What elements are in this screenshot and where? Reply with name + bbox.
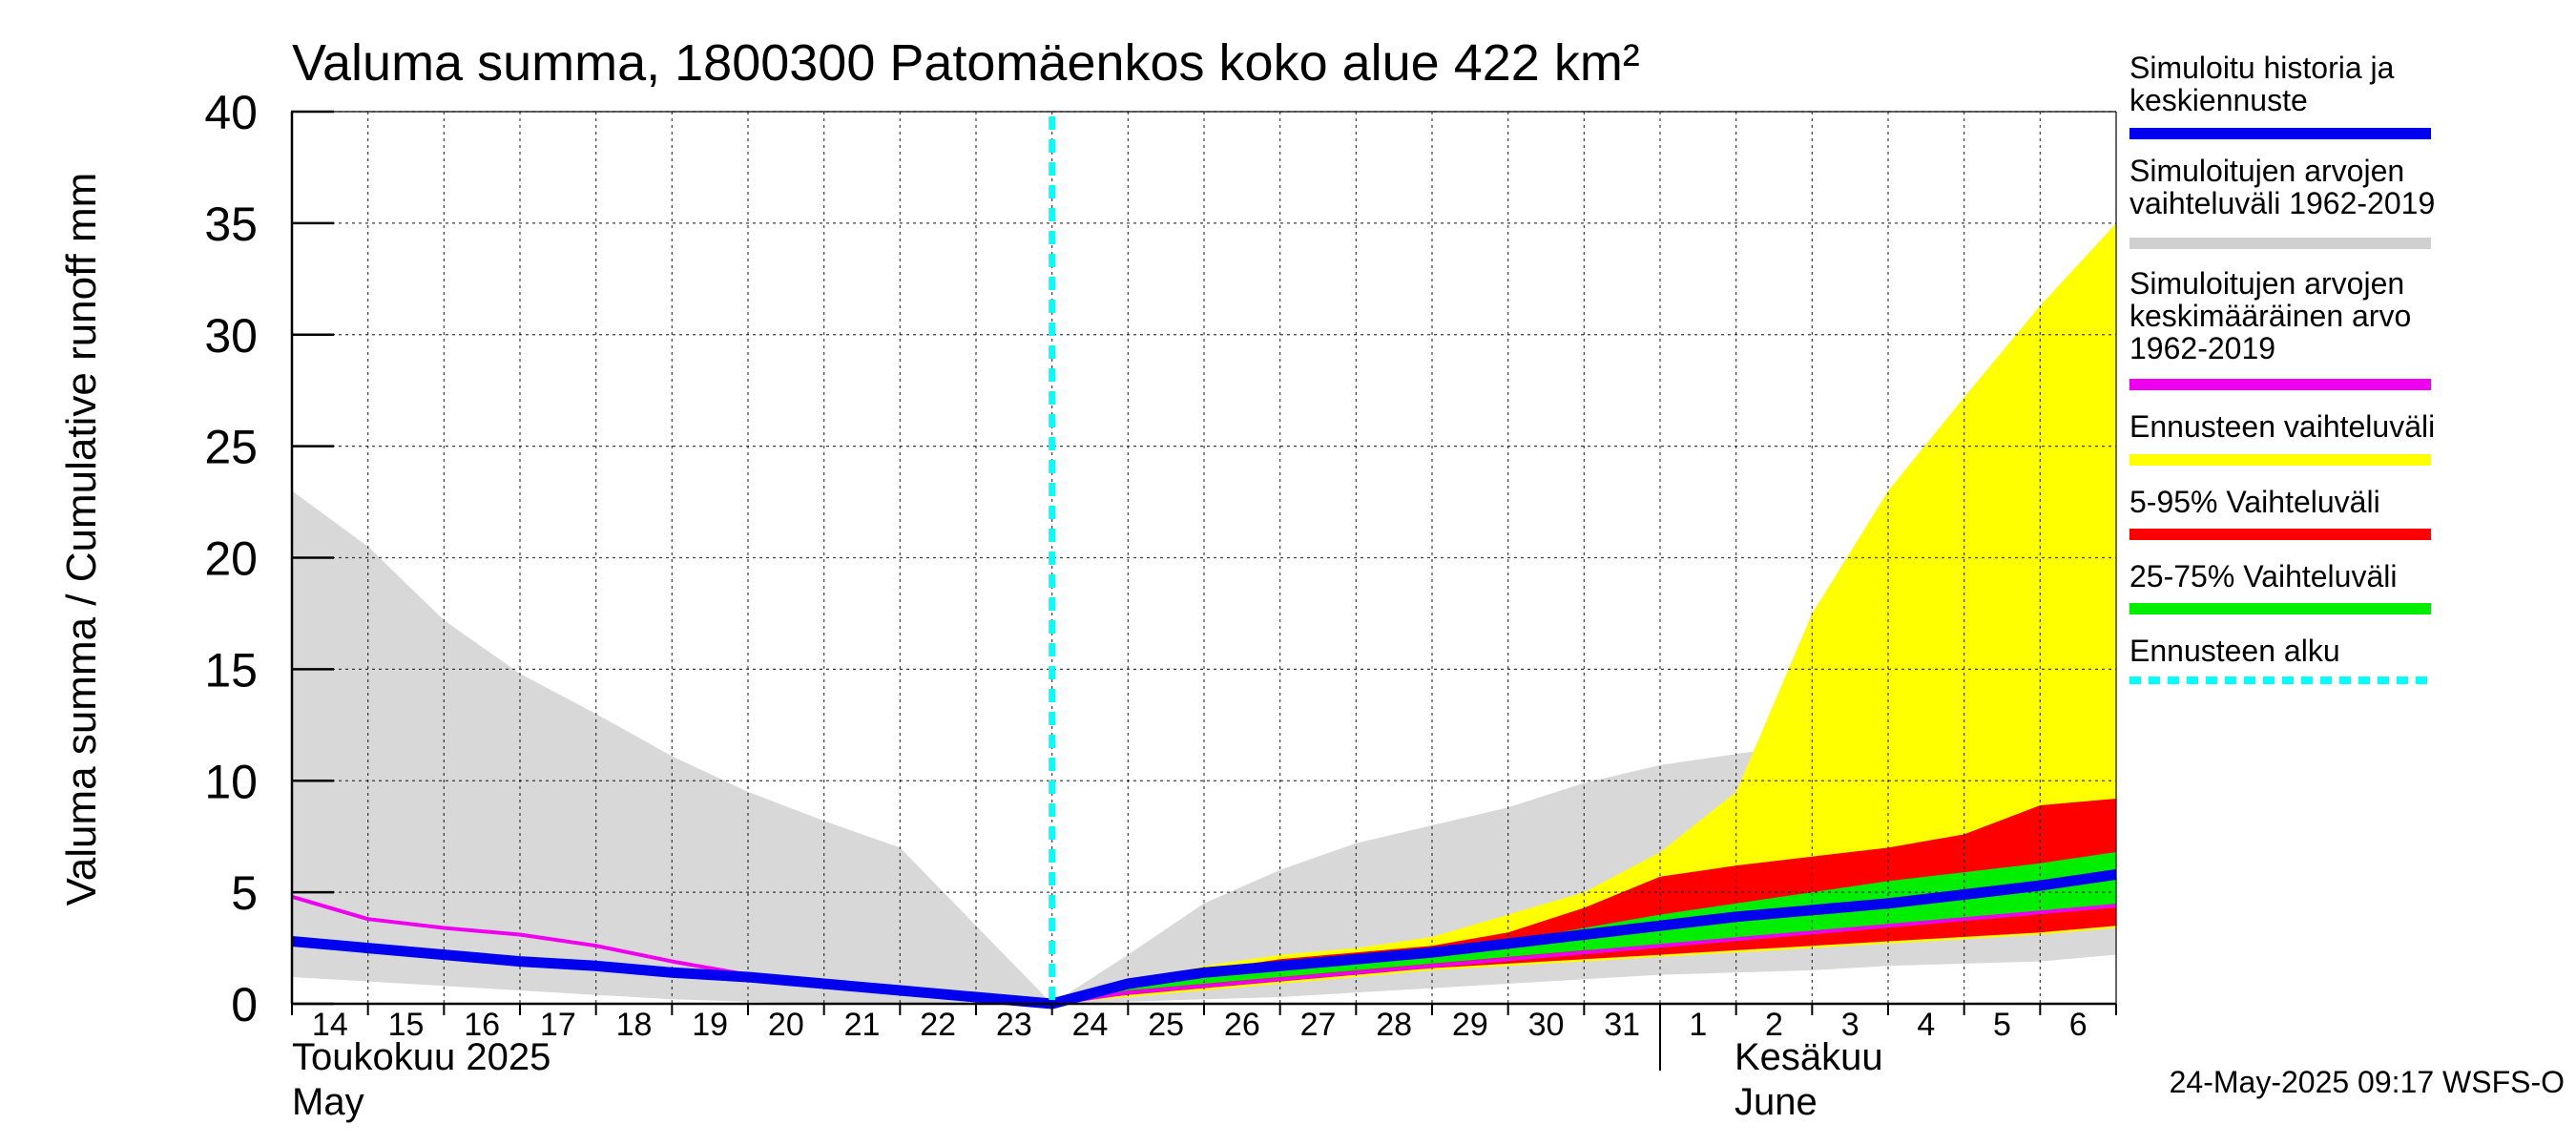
x-tick-label: 27	[1300, 1007, 1337, 1043]
x-tick-label: 18	[616, 1007, 653, 1043]
month-label-may-en: May	[292, 1081, 364, 1123]
chart-title: Valuma summa, 1800300 Patomäenkos koko a…	[292, 34, 1640, 92]
y-tick-label: 5	[231, 866, 258, 920]
band-ffff00	[1051, 222, 2116, 1004]
legend-label: keskimääräinen arvo	[2129, 299, 2411, 333]
x-tick-labels: 14 15 16 17 18 19 20 21 22 23 24 25 26 27 28 29 30 31 1 2 3 4…	[312, 1007, 2088, 1043]
x-tick-label: 20	[768, 1007, 804, 1043]
x-tick-label: 14	[312, 1007, 348, 1043]
x-tick-label: 26	[1224, 1007, 1260, 1043]
legend-label: vaihteluväli 1962-2019	[2129, 186, 2435, 220]
x-tick-label: 1	[1689, 1007, 1707, 1043]
x-tick-label: 29	[1452, 1007, 1488, 1043]
y-tick-label: 20	[204, 532, 258, 586]
x-tick-label: 30	[1528, 1007, 1565, 1043]
y-tick-label: 10	[204, 755, 258, 808]
legend-label: Ennusteen alku	[2129, 634, 2340, 668]
legend-label: Simuloitujen arvojen	[2129, 266, 2404, 301]
legend-label: Ennusteen vaihteluväli	[2129, 409, 2435, 444]
series-line-main-forecast	[291, 868, 2117, 1010]
x-tick-label: 4	[1917, 1007, 1935, 1043]
legend-label: Simuloitu historia ja	[2129, 51, 2395, 85]
x-tick-label: 15	[388, 1007, 425, 1043]
x-tick-label: 21	[844, 1007, 881, 1043]
legend-label: 5-95% Vaihteluväli	[2129, 485, 2380, 519]
x-tick-label: 24	[1072, 1007, 1109, 1043]
legend-label: 25-75% Vaihteluväli	[2129, 559, 2397, 593]
y-tick-label: 35	[204, 198, 258, 251]
x-tick-label: 23	[996, 1007, 1032, 1043]
grid	[292, 111, 2116, 1004]
timestamp-footer: 24-May-2025 09:17 WSFS-O	[2170, 1065, 2565, 1099]
x-tick-label: 28	[1376, 1007, 1412, 1043]
legend-label: keskiennuste	[2129, 83, 2308, 117]
month-label-may-fi: Toukokuu 2025	[292, 1036, 551, 1078]
x-tick-label: 19	[692, 1007, 728, 1043]
x-tick-label: 6	[2069, 1007, 2088, 1043]
y-axis-label: Valuma summa / Cumulative runoff mm	[58, 173, 105, 906]
y-tick-label: 25	[204, 421, 258, 474]
x-tick-label: 3	[1841, 1007, 1859, 1043]
axes	[290, 110, 2117, 1071]
month-label-june-fi: Kesäkuu	[1735, 1036, 1883, 1078]
y-tick-label: 15	[204, 643, 258, 697]
y-tick-label: 40	[204, 86, 258, 139]
legend-label: 1962-2019	[2129, 331, 2275, 365]
x-tick-label: 25	[1148, 1007, 1184, 1043]
x-tick-label: 22	[920, 1007, 956, 1043]
y-tick-label: 30	[204, 309, 258, 363]
series-line-historical-mean	[291, 894, 2117, 1006]
series-line-layer	[291, 868, 2117, 1010]
x-tick-label: 16	[464, 1007, 500, 1043]
x-tick-label: 5	[1993, 1007, 2011, 1043]
y-tick-label: 0	[231, 978, 258, 1031]
x-tick-label: 2	[1765, 1007, 1783, 1043]
x-tick-label: 31	[1604, 1007, 1640, 1043]
x-tick-label: 17	[540, 1007, 576, 1043]
y-tick-labels: 0 5 10 15 20 25 30 35 40	[204, 86, 258, 1031]
month-label-june-en: June	[1735, 1081, 1818, 1123]
legend-label: Simuloitujen arvojen	[2129, 154, 2404, 188]
